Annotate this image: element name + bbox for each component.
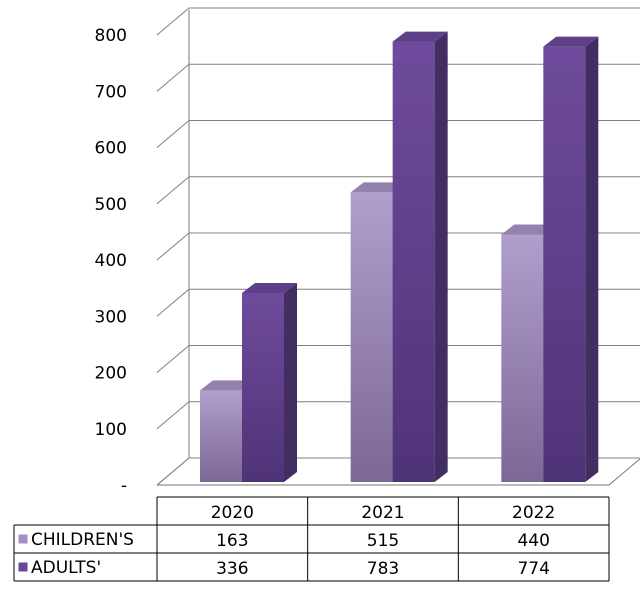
y-tick-label: 200 <box>95 364 127 384</box>
bar-side <box>434 31 448 482</box>
gridline <box>156 7 640 36</box>
bar-front <box>242 293 284 482</box>
bar-top <box>501 224 557 235</box>
bar-front <box>350 192 393 482</box>
gridline <box>156 232 640 261</box>
bar-top <box>200 380 255 391</box>
gridline <box>156 401 640 430</box>
y-tick-label: 100 <box>95 420 127 440</box>
bar-top <box>242 283 297 293</box>
data-label: 336 <box>216 559 248 579</box>
data-label: 515 <box>367 531 399 551</box>
y-tick-label: - <box>121 476 127 496</box>
bar-1-0 <box>242 283 297 482</box>
bar-side <box>585 36 599 482</box>
bar-top <box>543 36 599 47</box>
data-label: 163 <box>216 531 248 551</box>
floor-edge <box>157 458 640 486</box>
bar-front <box>543 46 586 482</box>
gridline <box>156 457 640 486</box>
gridline <box>156 288 640 317</box>
data-label: 774 <box>517 559 549 579</box>
x-category-label: 2022 <box>512 503 555 523</box>
bar-front <box>200 390 242 482</box>
y-tick-label: 300 <box>95 307 127 327</box>
bar-top <box>350 182 406 193</box>
gridline <box>156 120 640 148</box>
x-category-label: 2021 <box>361 503 404 523</box>
y-tick-label: 500 <box>95 195 127 215</box>
gridline <box>156 63 640 92</box>
bars <box>200 31 599 482</box>
y-tick-label: 400 <box>95 251 127 271</box>
y-tick-label: 600 <box>95 139 127 159</box>
gridline <box>156 176 640 205</box>
bar-top <box>392 31 448 42</box>
data-label: 783 <box>367 559 399 579</box>
gridlines <box>156 7 640 486</box>
gridline <box>156 345 640 373</box>
x-category-label: 2020 <box>211 503 254 523</box>
bar-front <box>501 234 544 482</box>
y-tick-label: 800 <box>95 26 127 46</box>
bar-1-1 <box>392 31 448 482</box>
legend-swatch <box>17 533 29 545</box>
legend-label: ADULTS' <box>31 558 101 578</box>
y-axis: - 100 200 300 400 500 600 700 800 <box>95 26 127 496</box>
data-label: 440 <box>517 531 549 551</box>
y-tick-label: 700 <box>95 82 127 102</box>
legend-swatch <box>17 561 29 573</box>
bar-side <box>284 283 297 482</box>
side-wall <box>156 10 190 486</box>
data-table: 2020 2021 2022 CHILDREN'S 163 515 440 ADULTS' 33… <box>13 496 610 582</box>
bar-1-2 <box>543 36 599 482</box>
bar-front <box>392 41 435 482</box>
legend-label: CHILDREN'S <box>31 530 134 550</box>
